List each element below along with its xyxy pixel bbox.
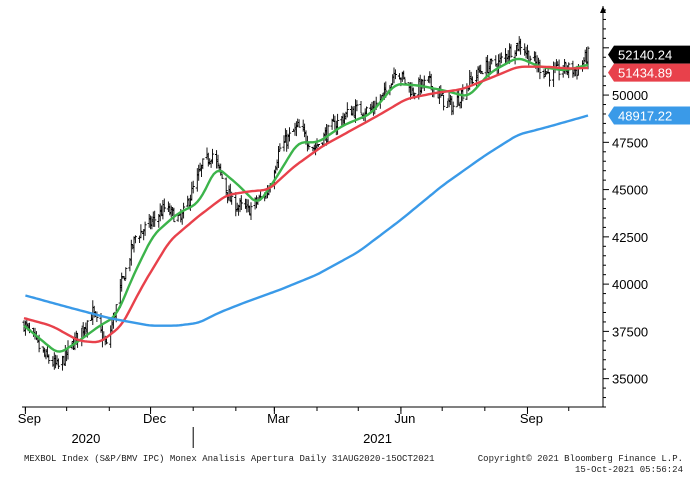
- ohlc-bar: [442, 94, 446, 111]
- ohlc-bar: [393, 69, 397, 80]
- x-tick-label: Dec: [143, 411, 167, 426]
- moving-average-line-2: [23, 65, 589, 344]
- ohlc-bar: [216, 154, 220, 169]
- ohlc-bar: [519, 38, 523, 55]
- footer-copyright: Copyright© 2021 Bloomberg Finance L.P.: [478, 454, 683, 464]
- x-tick-label: Sep: [520, 411, 543, 426]
- footer-timestamp: 15-Oct-2021 05:56:24: [575, 465, 683, 475]
- ohlc-bar: [547, 72, 552, 87]
- x-tick-label: Sep: [18, 411, 41, 426]
- ohlc-bar: [326, 124, 330, 143]
- ohlc-bar: [355, 100, 359, 112]
- ohlc-bar: [210, 148, 215, 164]
- last-value-label-bg: [608, 63, 690, 82]
- x-axis: Sep Dec Mar Jun Sep 2020 2021: [18, 406, 603, 448]
- ohlc-bar: [287, 127, 292, 142]
- ohlc-bar: [451, 101, 455, 115]
- last-value-label-bg: [608, 106, 690, 125]
- ohlc-bar: [172, 207, 176, 223]
- ohlc-bar: [316, 144, 320, 147]
- ohlc-bar: [162, 198, 166, 213]
- ohlc-bar: [197, 164, 201, 181]
- y-tick-label: 37500: [612, 324, 648, 339]
- last-value-label-text: 51434.89: [618, 66, 672, 81]
- ohlc-bar: [191, 180, 195, 194]
- last-value-label-2: 51434.89: [608, 63, 690, 82]
- last-value-label-text: 52140.24: [618, 48, 672, 63]
- ohlc-bar: [239, 195, 243, 210]
- y-tick-label: 45000: [612, 183, 648, 198]
- ohlc-bar: [278, 143, 282, 151]
- ohlc-bar: [499, 52, 503, 64]
- ohlc-bar: [345, 102, 349, 118]
- ohlc-bar: [153, 210, 157, 227]
- ohlc-bar: [336, 113, 340, 135]
- ohlc-bar: [56, 358, 60, 369]
- last-value-label-bg: [608, 45, 690, 64]
- ohlc-bar: [480, 71, 484, 75]
- moving-average-line-3: [25, 114, 589, 327]
- ohlc-bar: [124, 267, 128, 280]
- ohlc-bar: [538, 59, 542, 80]
- moving-average-line-1: [23, 57, 589, 353]
- x-tick-label: Mar: [267, 411, 290, 426]
- ohlc-bar: [359, 101, 363, 114]
- x-year-label: 2020: [71, 431, 100, 446]
- ohlc-bar: [201, 158, 205, 170]
- ohlc-bar: [297, 119, 301, 128]
- ohlc-bar: [220, 173, 224, 179]
- ohlc-bar: [490, 58, 494, 65]
- x-tick-label: Jun: [394, 411, 415, 426]
- moving-average-lines: [23, 57, 589, 353]
- ohlc-bar: [133, 235, 137, 244]
- x-year-label: 2021: [363, 431, 392, 446]
- ohlc-bar: [121, 275, 125, 278]
- ohlc-bar: [47, 354, 51, 364]
- last-value-label-3: 48917.22: [608, 106, 690, 125]
- y-tick-label: 50000: [612, 88, 648, 103]
- y-tick-label: 42500: [612, 230, 648, 245]
- y-tick-label: 40000: [612, 277, 648, 292]
- footer-description: MEXBOL Index (S&P/BMV IPC) Monex Analisi…: [24, 454, 434, 464]
- ohlc-bar: [461, 84, 465, 102]
- ohlc-bar: [509, 44, 513, 58]
- y-axis: 35000 37500 40000 42500 45000 47500 50000: [600, 6, 648, 408]
- y-tick-label: 35000: [612, 372, 648, 387]
- ohlc-bar: [143, 221, 147, 236]
- ohlc-bar: [364, 106, 369, 115]
- ohlc-bar: [249, 202, 253, 220]
- y-tick-label: 47500: [612, 135, 648, 150]
- last-value-labels: 52140.24 51434.89 48917.22: [608, 45, 690, 125]
- last-value-label-text: 48917.22: [618, 109, 672, 124]
- ohlc-bar: [139, 224, 143, 239]
- last-value-label-1: 52140.24: [608, 45, 690, 64]
